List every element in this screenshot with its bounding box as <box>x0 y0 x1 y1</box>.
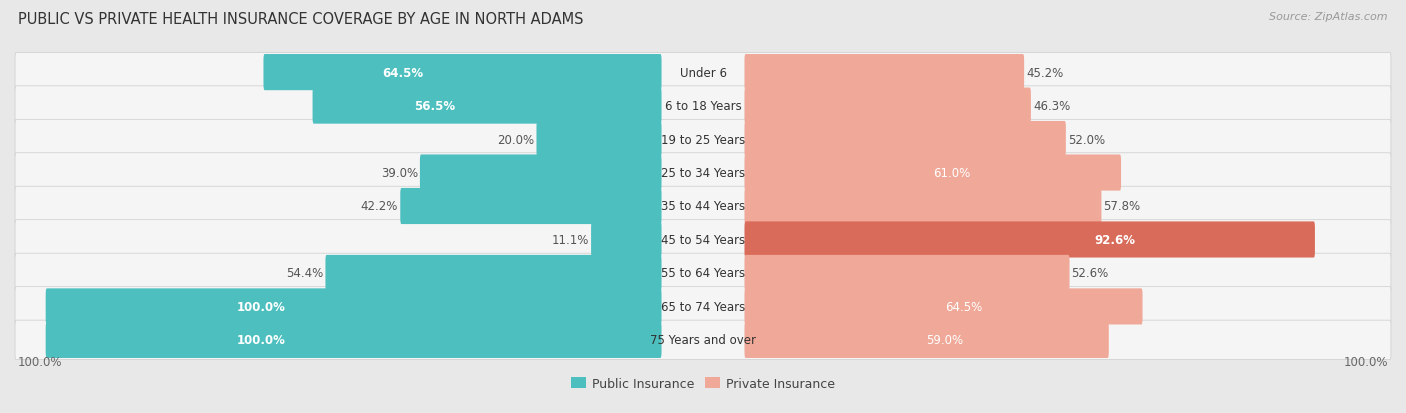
FancyBboxPatch shape <box>312 88 662 124</box>
FancyBboxPatch shape <box>744 122 1066 158</box>
FancyBboxPatch shape <box>15 320 1391 360</box>
Text: 100.0%: 100.0% <box>238 300 285 313</box>
FancyBboxPatch shape <box>744 255 1070 291</box>
Text: 65 to 74 Years: 65 to 74 Years <box>661 300 745 313</box>
Text: 100.0%: 100.0% <box>238 334 285 347</box>
FancyBboxPatch shape <box>744 289 1143 325</box>
Text: 42.2%: 42.2% <box>361 200 398 213</box>
FancyBboxPatch shape <box>325 255 662 291</box>
Text: 35 to 44 Years: 35 to 44 Years <box>661 200 745 213</box>
FancyBboxPatch shape <box>537 122 662 158</box>
Text: 61.0%: 61.0% <box>932 166 970 180</box>
Text: 55 to 64 Years: 55 to 64 Years <box>661 267 745 280</box>
FancyBboxPatch shape <box>744 322 1109 358</box>
FancyBboxPatch shape <box>15 87 1391 126</box>
FancyBboxPatch shape <box>15 187 1391 226</box>
FancyBboxPatch shape <box>15 53 1391 93</box>
Text: 64.5%: 64.5% <box>382 66 423 79</box>
Text: 45 to 54 Years: 45 to 54 Years <box>661 233 745 247</box>
Text: Under 6: Under 6 <box>679 66 727 79</box>
Text: 46.3%: 46.3% <box>1033 100 1070 113</box>
FancyBboxPatch shape <box>420 155 662 191</box>
Legend: Public Insurance, Private Insurance: Public Insurance, Private Insurance <box>567 372 839 395</box>
Text: 52.0%: 52.0% <box>1069 133 1105 146</box>
Text: 54.4%: 54.4% <box>285 267 323 280</box>
FancyBboxPatch shape <box>263 55 662 91</box>
FancyBboxPatch shape <box>744 88 1031 124</box>
Text: 92.6%: 92.6% <box>1094 233 1136 247</box>
FancyBboxPatch shape <box>744 55 1024 91</box>
Text: 39.0%: 39.0% <box>381 166 418 180</box>
Text: 19 to 25 Years: 19 to 25 Years <box>661 133 745 146</box>
Text: 100.0%: 100.0% <box>17 355 62 368</box>
FancyBboxPatch shape <box>744 222 1315 258</box>
FancyBboxPatch shape <box>15 153 1391 193</box>
Text: 11.1%: 11.1% <box>551 233 589 247</box>
Text: 75 Years and over: 75 Years and over <box>650 334 756 347</box>
Text: 52.6%: 52.6% <box>1071 267 1109 280</box>
Text: PUBLIC VS PRIVATE HEALTH INSURANCE COVERAGE BY AGE IN NORTH ADAMS: PUBLIC VS PRIVATE HEALTH INSURANCE COVER… <box>18 12 583 27</box>
Text: 64.5%: 64.5% <box>945 300 981 313</box>
FancyBboxPatch shape <box>45 289 662 325</box>
FancyBboxPatch shape <box>15 287 1391 326</box>
Text: Source: ZipAtlas.com: Source: ZipAtlas.com <box>1270 12 1388 22</box>
FancyBboxPatch shape <box>744 155 1121 191</box>
FancyBboxPatch shape <box>591 222 662 258</box>
Text: 45.2%: 45.2% <box>1026 66 1063 79</box>
FancyBboxPatch shape <box>744 188 1101 225</box>
Text: 20.0%: 20.0% <box>498 133 534 146</box>
FancyBboxPatch shape <box>15 254 1391 293</box>
Text: 57.8%: 57.8% <box>1104 200 1140 213</box>
Text: 6 to 18 Years: 6 to 18 Years <box>665 100 741 113</box>
Text: 25 to 34 Years: 25 to 34 Years <box>661 166 745 180</box>
FancyBboxPatch shape <box>15 120 1391 159</box>
FancyBboxPatch shape <box>401 188 662 225</box>
Text: 59.0%: 59.0% <box>927 334 963 347</box>
FancyBboxPatch shape <box>15 220 1391 260</box>
Text: 56.5%: 56.5% <box>415 100 456 113</box>
Text: 100.0%: 100.0% <box>1344 355 1389 368</box>
FancyBboxPatch shape <box>45 322 662 358</box>
